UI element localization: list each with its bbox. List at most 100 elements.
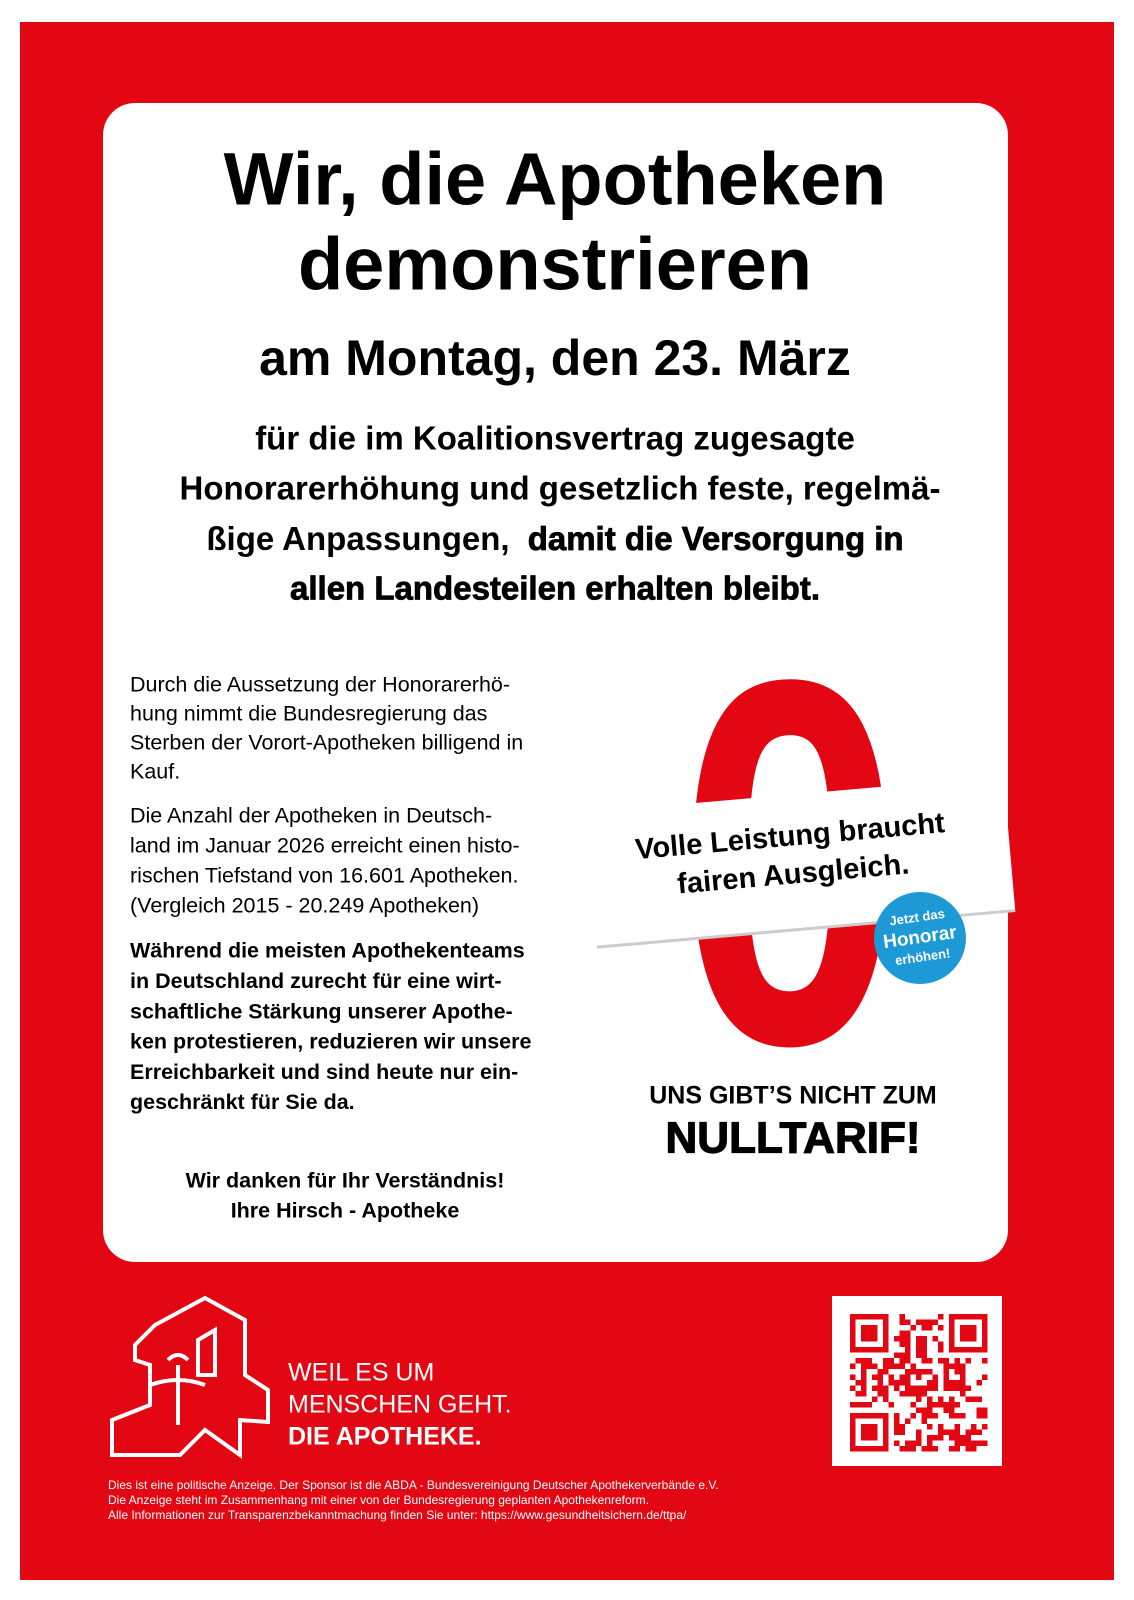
qr-module <box>927 1424 933 1430</box>
body-line: in Deutschland zurecht für eine wirt- <box>130 969 502 993</box>
qr-module <box>965 1396 971 1402</box>
qr-module <box>910 1391 916 1397</box>
body-text: Durch die Aussetzung der Honorarerhö-hun… <box>130 673 532 1223</box>
qr-module <box>954 1435 960 1441</box>
qr-module <box>905 1352 911 1358</box>
qr-module <box>877 1391 883 1397</box>
qr-module <box>976 1396 982 1402</box>
qr-module <box>894 1429 900 1435</box>
qr-module <box>927 1325 933 1331</box>
logo-text: DIE APOTHEKE. <box>288 1423 482 1451</box>
qr-module <box>910 1402 916 1408</box>
qr-module <box>866 1358 872 1364</box>
qr-module <box>872 1396 878 1402</box>
qr-module <box>877 1380 883 1386</box>
qr-module <box>976 1440 982 1446</box>
qr-module <box>982 1424 988 1430</box>
qr-module <box>965 1429 971 1435</box>
qr-module <box>899 1319 905 1325</box>
qr-module <box>960 1440 966 1446</box>
qr-module <box>949 1407 955 1413</box>
logo-text: MENSCHEN GEHT. <box>288 1391 512 1419</box>
qr-module <box>899 1336 905 1342</box>
qr-module <box>883 1369 889 1375</box>
qr-module <box>921 1352 927 1358</box>
qr-module <box>905 1440 911 1446</box>
qr-module <box>899 1363 905 1369</box>
qr-module <box>927 1369 933 1375</box>
qr-module <box>916 1347 922 1353</box>
qr-module <box>883 1396 889 1402</box>
qr-module <box>954 1380 960 1386</box>
qr-module <box>877 1369 883 1375</box>
thanks-line: Ihre Hirsch - Apotheke <box>231 1199 460 1223</box>
qr-module <box>905 1385 911 1391</box>
qr-module <box>938 1429 944 1435</box>
qr-module <box>938 1314 944 1320</box>
qr-module <box>872 1363 878 1369</box>
qr-module <box>960 1380 966 1386</box>
body-line: ken protestieren, reduzieren wir unsere <box>130 1030 532 1054</box>
intro-regular: ßige Anpassungen, <box>206 520 509 557</box>
qr-module <box>960 1363 966 1369</box>
qr-module <box>938 1435 944 1441</box>
qr-module <box>899 1424 905 1430</box>
qr-module <box>899 1380 905 1386</box>
qr-module <box>943 1380 949 1386</box>
qr-module <box>921 1446 927 1452</box>
qr-module <box>861 1385 867 1391</box>
qr-module <box>916 1341 922 1347</box>
qr-module <box>899 1391 905 1397</box>
qr-module <box>927 1380 933 1386</box>
qr-module <box>949 1363 955 1369</box>
qr-module <box>938 1358 944 1364</box>
qr-module <box>954 1369 960 1375</box>
qr-module <box>954 1413 960 1419</box>
qr-module <box>949 1446 955 1452</box>
qr-module <box>888 1363 894 1369</box>
qr-module <box>905 1391 911 1397</box>
qr-module <box>916 1385 922 1391</box>
qr-module <box>982 1407 988 1413</box>
intro-line: für die im Koalitionsvertrag zugesagte <box>255 420 855 457</box>
qr-module <box>899 1314 905 1320</box>
intro-line: Honorarerhöhung und gesetzlich feste, re… <box>180 470 941 507</box>
date: am Montag, den 23. März <box>259 330 851 386</box>
qr-module <box>905 1446 911 1452</box>
qr-code <box>850 1314 988 1452</box>
qr-module <box>932 1336 938 1342</box>
qr-module <box>954 1440 960 1446</box>
slogan: UNS GIBT’S NICHT ZUM <box>649 1082 937 1110</box>
qr-module <box>861 1380 867 1386</box>
qr-module <box>894 1352 900 1358</box>
qr-module <box>954 1385 960 1391</box>
badge <box>874 892 966 984</box>
qr-module <box>921 1407 927 1413</box>
qr-module <box>965 1358 971 1364</box>
qr-module <box>894 1424 900 1430</box>
qr-module <box>954 1424 960 1430</box>
qr-module <box>855 1358 861 1364</box>
qr-module <box>932 1435 938 1441</box>
disclaimer: Dies ist eine politische Anzeige. Der Sp… <box>108 1478 719 1492</box>
qr-module <box>938 1325 944 1331</box>
qr-module <box>916 1440 922 1446</box>
qr-module <box>938 1347 944 1353</box>
qr-module <box>943 1402 949 1408</box>
headline: demonstrieren <box>298 223 812 306</box>
qr-module <box>921 1325 927 1331</box>
qr-module <box>888 1380 894 1386</box>
qr-module <box>916 1336 922 1342</box>
qr-module <box>927 1413 933 1419</box>
qr-module <box>965 1440 971 1446</box>
body-line: Sterben der Vorort-Apotheken billigend i… <box>130 731 523 755</box>
headline: Wir, die Apotheken <box>224 138 887 221</box>
qr-module <box>855 1402 861 1408</box>
qr-module <box>932 1402 938 1408</box>
body-line: Erreichbarkeit und sind heute nur ein- <box>130 1060 518 1084</box>
qr-finder <box>861 1325 878 1342</box>
qr-module <box>932 1374 938 1380</box>
qr-module <box>899 1341 905 1347</box>
qr-module <box>932 1385 938 1391</box>
